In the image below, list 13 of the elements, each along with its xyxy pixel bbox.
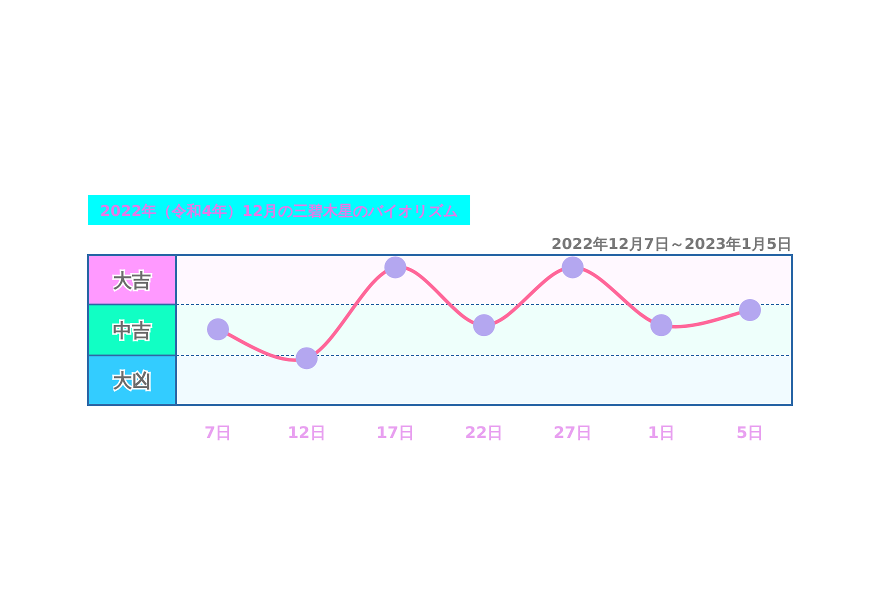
title: 2022年（令和4年）12月の三碧木星のバイオリズム <box>88 195 470 225</box>
x-tick-label: 22日 <box>464 423 504 442</box>
x-tick-label: 1日 <box>648 423 675 442</box>
band-label: 大吉 <box>113 270 151 292</box>
chart-title: 2022年（令和4年）12月の三碧木星のバイオリズム <box>100 202 458 220</box>
x-tick-label: 12日 <box>288 423 326 442</box>
x-tick-label: 17日 <box>376 423 414 442</box>
x-tick-label: 27日 <box>554 423 592 442</box>
band-label: 中吉 <box>113 320 151 342</box>
band-label: 大凶 <box>113 370 151 392</box>
x-tick-label: 7日 <box>204 423 232 442</box>
x-tick-label: 5日 <box>736 423 764 442</box>
chart-subtitle: 2022年12月7日～2023年1月5日 <box>551 235 792 253</box>
